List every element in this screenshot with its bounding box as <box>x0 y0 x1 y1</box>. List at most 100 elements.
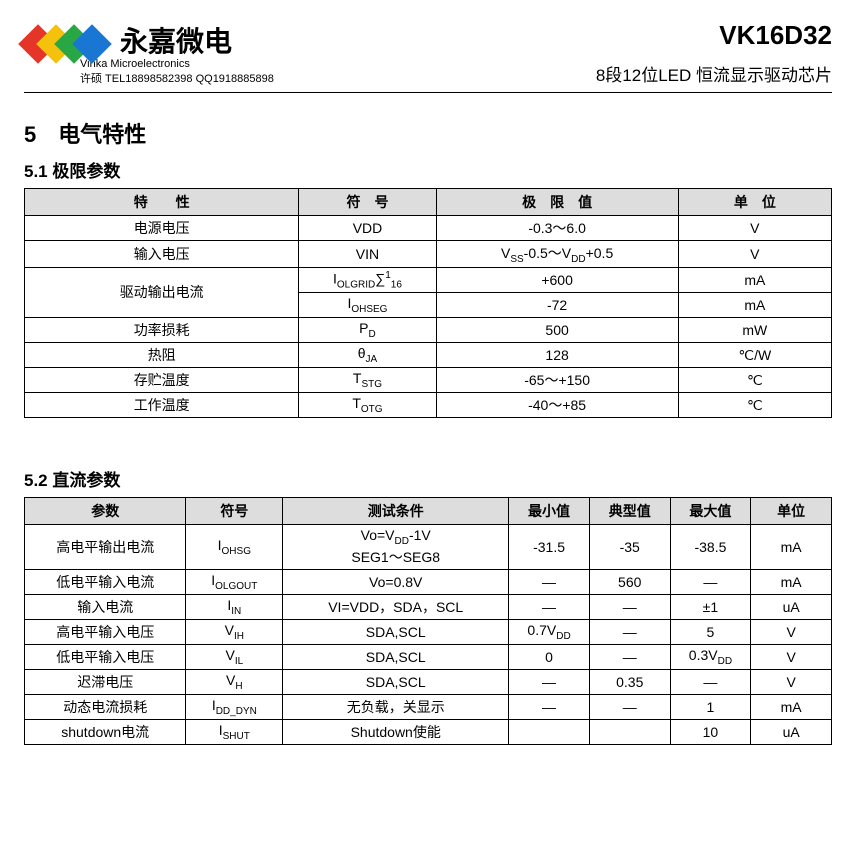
table-row: 高电平输出电流IOHSGVo=VDD-1VSEG1～SEG8-31.5-35-3… <box>25 525 832 570</box>
logo-row: 永嘉微电 <box>24 20 274 60</box>
th-unit: 单位 <box>751 498 832 525</box>
cell-unit: mA <box>678 267 831 292</box>
table-row: 输入电流IINVI=VDD，SDA，SCL——±1uA <box>25 594 832 619</box>
cell-typ: — <box>589 694 670 719</box>
cell-limit: -0.3～6.0 <box>436 216 678 241</box>
cell-unit: ℃ <box>678 393 831 418</box>
cell-feature: 输入电压 <box>25 241 299 268</box>
cell-limit: -72 <box>436 293 678 318</box>
cell-cond: Vo=VDD-1VSEG1～SEG8 <box>283 525 509 570</box>
th-min: 最小值 <box>509 498 590 525</box>
cell-max: — <box>670 669 751 694</box>
table-row: 功率损耗PD500mW <box>25 318 832 343</box>
company-name-en: Vinka Microelectronics <box>80 58 274 70</box>
th-param: 参数 <box>25 498 186 525</box>
cell-param: 低电平输入电流 <box>25 569 186 594</box>
cell-cond: Shutdown使能 <box>283 719 509 744</box>
table-row: shutdown电流ISHUTShutdown使能10uA <box>25 719 832 744</box>
table-row: 高电平输入电压VIHSDA,SCL0.7VDD—5V <box>25 619 832 644</box>
cell-feature: 驱动输出电流 <box>25 267 299 317</box>
limit-params-table: 特 性 符 号 极 限 值 单 位 电源电压VDD-0.3～6.0V输入电压VI… <box>24 188 832 418</box>
part-number: VK16D32 <box>596 20 832 51</box>
cell-typ: 560 <box>589 569 670 594</box>
cell-unit: V <box>751 669 832 694</box>
table-row: 低电平输入电压VILSDA,SCL0—0.3VDDV <box>25 644 832 669</box>
cell-unit: V <box>678 241 831 268</box>
cell-min: — <box>509 594 590 619</box>
cell-min: — <box>509 694 590 719</box>
cell-min: 0.7VDD <box>509 619 590 644</box>
table-row: 输入电压VINVSS-0.5～VDD+0.5V <box>25 241 832 268</box>
cell-param: 输入电流 <box>25 594 186 619</box>
table-row: 驱动输出电流IOLGRID∑116+600mA <box>25 267 832 292</box>
cell-unit: ℃ <box>678 368 831 393</box>
cell-max: ±1 <box>670 594 751 619</box>
cell-feature: 存贮温度 <box>25 368 299 393</box>
cell-param: 高电平输入电压 <box>25 619 186 644</box>
cell-limit: -40～+85 <box>436 393 678 418</box>
th-unit: 单 位 <box>678 189 831 216</box>
th-symbol: 符 号 <box>299 189 436 216</box>
th-cond: 测试条件 <box>283 498 509 525</box>
cell-min: — <box>509 669 590 694</box>
cell-typ: 0.35 <box>589 669 670 694</box>
cell-symbol: ISHUT <box>186 719 283 744</box>
table-header-row: 参数 符号 测试条件 最小值 典型值 最大值 单位 <box>25 498 832 525</box>
cell-unit: mW <box>678 318 831 343</box>
section-5-2-title: 5.2 直流参数 <box>24 466 832 491</box>
cell-symbol: VIN <box>299 241 436 268</box>
th-feature: 特 性 <box>25 189 299 216</box>
table-row: 工作温度TOTG-40～+85℃ <box>25 393 832 418</box>
cell-feature: 工作温度 <box>25 393 299 418</box>
cell-unit: V <box>678 216 831 241</box>
cell-unit: ℃/W <box>678 343 831 368</box>
table-row: 热阻θJA128℃/W <box>25 343 832 368</box>
cell-limit: 500 <box>436 318 678 343</box>
cell-symbol: TSTG <box>299 368 436 393</box>
table-row: 存贮温度TSTG-65～+150℃ <box>25 368 832 393</box>
cell-feature: 功率损耗 <box>25 318 299 343</box>
table-header-row: 特 性 符 号 极 限 值 单 位 <box>25 189 832 216</box>
cell-unit: mA <box>751 694 832 719</box>
cell-min: -31.5 <box>509 525 590 570</box>
cell-min <box>509 719 590 744</box>
cell-symbol: IOHSEG <box>299 293 436 318</box>
cell-unit: uA <box>751 719 832 744</box>
cell-max: -38.5 <box>670 525 751 570</box>
cell-min: — <box>509 569 590 594</box>
th-max: 最大值 <box>670 498 751 525</box>
cell-param: shutdown电流 <box>25 719 186 744</box>
cell-min: 0 <box>509 644 590 669</box>
cell-symbol: VH <box>186 669 283 694</box>
dc-params-table: 参数 符号 测试条件 最小值 典型值 最大值 单位 高电平输出电流IOHSGVo… <box>24 497 832 745</box>
cell-typ <box>589 719 670 744</box>
cell-typ: -35 <box>589 525 670 570</box>
cell-max: 0.3VDD <box>670 644 751 669</box>
cell-symbol: IOLGOUT <box>186 569 283 594</box>
header-right: VK16D32 8段12位LED 恒流显示驱动芯片 <box>596 20 832 86</box>
cell-cond: Vo=0.8V <box>283 569 509 594</box>
table-row: 电源电压VDD-0.3～6.0V <box>25 216 832 241</box>
section-5-title: 5 电气特性 <box>24 117 832 149</box>
cell-cond: VI=VDD，SDA，SCL <box>283 594 509 619</box>
cell-typ: — <box>589 644 670 669</box>
cell-symbol: VIH <box>186 619 283 644</box>
cell-limit: +600 <box>436 267 678 292</box>
cell-unit: V <box>751 644 832 669</box>
th-limit: 极 限 值 <box>436 189 678 216</box>
page-header: 永嘉微电 Vinka Microelectronics 许硕 TEL188985… <box>24 20 832 93</box>
subtitle: 8段12位LED 恒流显示驱动芯片 <box>596 61 832 86</box>
cell-param: 动态电流损耗 <box>25 694 186 719</box>
cell-symbol: VIL <box>186 644 283 669</box>
cell-cond: SDA,SCL <box>283 669 509 694</box>
cell-cond: SDA,SCL <box>283 619 509 644</box>
cell-symbol: VDD <box>299 216 436 241</box>
cell-symbol: θJA <box>299 343 436 368</box>
cell-unit: mA <box>751 525 832 570</box>
cell-feature: 电源电压 <box>25 216 299 241</box>
cell-symbol: IIN <box>186 594 283 619</box>
table-row: 迟滞电压VHSDA,SCL—0.35—V <box>25 669 832 694</box>
cell-max: 5 <box>670 619 751 644</box>
table-row: 低电平输入电流IOLGOUTVo=0.8V—560—mA <box>25 569 832 594</box>
cell-unit: mA <box>751 569 832 594</box>
